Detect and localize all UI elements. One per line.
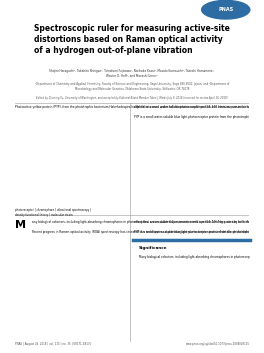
Text: Spectroscopic ruler for measuring active-site
distortions based on Raman optical: Spectroscopic ruler for measuring active… [34, 24, 230, 55]
Text: PNAS | August 28, 2018 | vol. 115 | no. 35 | E8171–E8175: PNAS | August 28, 2018 | vol. 115 | no. … [15, 342, 91, 346]
Text: www.pnas.org/cgi/doi/10.1073/pnas.1808049115: www.pnas.org/cgi/doi/10.1073/pnas.180804… [186, 342, 249, 346]
Text: Significance: Significance [139, 246, 167, 250]
Circle shape [202, 0, 250, 19]
Text: Shojiro Haraguchi¹, Takahito Shingae¹, Tomofumi Fujisawa¹, Norikaka Kasai¹, Masa: Shojiro Haraguchi¹, Takahito Shingae¹, T… [49, 70, 215, 78]
Text: Many biological cofactors, including light-absorbing chromophores in photorecept: Many biological cofactors, including lig… [139, 255, 264, 259]
Text: Edited by Qiuming Yu, University of Washington, and accepted by Editorial Board : Edited by Qiuming Yu, University of Wash… [36, 96, 228, 100]
Text: M: M [15, 220, 26, 230]
Text: Photoactive yellow protein (PYP), from the phototrophic bacterium Halorhodospira: Photoactive yellow protein (PYP), from t… [15, 105, 264, 109]
Text: effect that occurs under full-resonance conditions (14, 19). Here, we aim to fur: effect that occurs under full-resonance … [134, 220, 264, 234]
Text: effect that occurs under full-resonance conditions (14, 19). Here, we aim to fur: effect that occurs under full-resonance … [134, 105, 264, 119]
Text: ¹Department of Chemistry and Applied Chemistry, Faculty of Science and Engineeri: ¹Department of Chemistry and Applied Che… [35, 82, 229, 91]
Text: PNAS: PNAS [218, 7, 233, 12]
Text: photoreceptor | chromophore | vibrational spectroscopy |
density functional theo: photoreceptor | chromophore | vibrationa… [15, 208, 91, 217]
Text: BIOPHYSICS AND
COMPUTATIONAL BIOLOGY: BIOPHYSICS AND COMPUTATIONAL BIOLOGY [253, 212, 262, 264]
Text: PNAS: PNAS [4, 50, 9, 70]
Text: any biological cofactors, including light-absorbing chromophores in photorecepto: any biological cofactors, including ligh… [32, 220, 264, 234]
